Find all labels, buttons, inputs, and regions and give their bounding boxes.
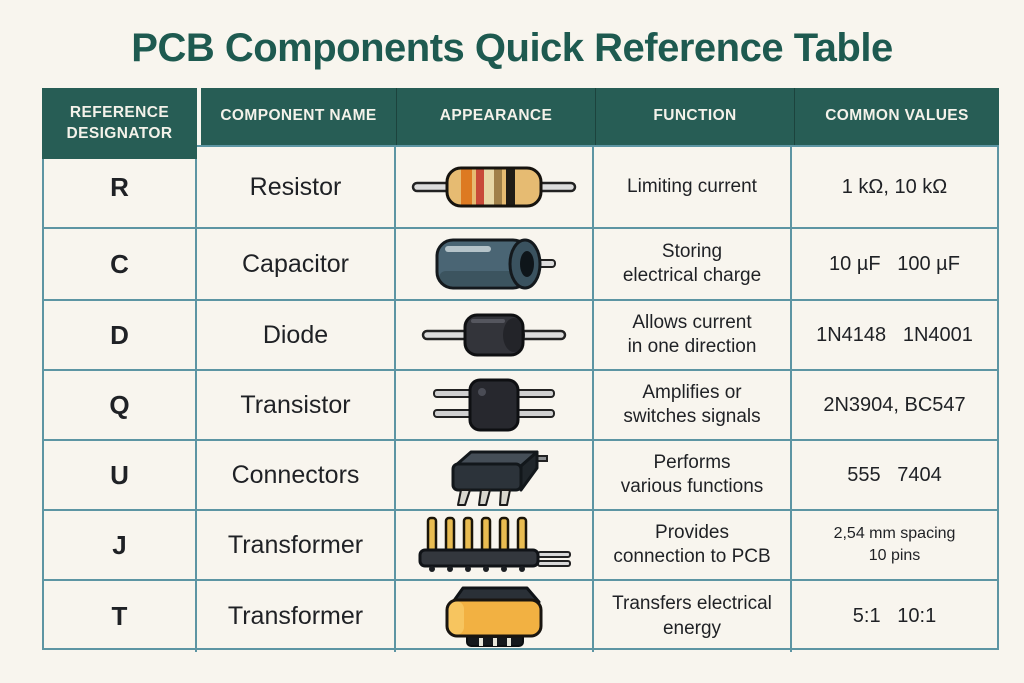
appearance-cell bbox=[396, 371, 594, 439]
table-row-resistor: R Resistor Limiting current 1 kΩ, 10 kΩ bbox=[44, 147, 997, 227]
function-cell: Transfers electrical energy bbox=[594, 581, 792, 652]
table-row-diode: D Diode Allows current in one direction … bbox=[44, 299, 997, 369]
appearance-cell bbox=[396, 147, 594, 227]
function-cell: Provides connection to PCB bbox=[594, 511, 792, 579]
function-cell: Storing electrical charge bbox=[594, 229, 792, 299]
values-cell: 1 kΩ, 10 kΩ bbox=[841, 175, 948, 198]
component-name-cell: Transistor bbox=[197, 371, 396, 439]
header-component-name: COMPONENT NAME bbox=[201, 88, 396, 145]
designator-cell: R bbox=[44, 147, 197, 227]
designator-cell: J bbox=[44, 511, 197, 579]
values-cell: 2N3904, BC547 bbox=[823, 393, 966, 416]
values-cell: 10 µF 100 µF bbox=[829, 252, 960, 275]
values-cell: 1N4148 1N4001 bbox=[816, 323, 973, 346]
header-reference-designator: REFERENCE DESIGNATOR bbox=[42, 88, 197, 159]
page-title: PCB Components Quick Reference Table bbox=[131, 26, 893, 70]
header-common-values: COMMON VALUES bbox=[794, 88, 999, 145]
function-cell: Amplifies or switches signals bbox=[594, 371, 792, 439]
component-name-cell: Transformer bbox=[197, 581, 396, 652]
capacitor-icon bbox=[435, 238, 556, 290]
ic-chip-icon bbox=[451, 450, 548, 506]
function-cell: Limiting current bbox=[594, 147, 792, 227]
function-cell: Performs various functions bbox=[594, 441, 792, 509]
designator-cell: T bbox=[44, 581, 197, 652]
values-cell: 2,54 mm spacing 10 pins bbox=[833, 525, 956, 564]
table-header-band: COMPONENT NAME APPEARANCE FUNCTION COMMO… bbox=[201, 88, 999, 145]
component-name-cell: Transformer bbox=[197, 511, 396, 579]
resistor-icon bbox=[411, 166, 577, 208]
table-row-capacitor: C Capacitor Storing electrical charge 10… bbox=[44, 227, 997, 299]
diode-icon bbox=[421, 313, 567, 357]
values-cell: 555 7404 bbox=[847, 463, 942, 486]
component-name-cell: Connectors bbox=[197, 441, 396, 509]
components-table: R Resistor Limiting current 1 kΩ, 10 kΩ bbox=[42, 145, 999, 652]
pin-header-icon bbox=[418, 516, 571, 572]
designator-cell: D bbox=[44, 301, 197, 369]
table-row-pin-header: J Transformer bbox=[44, 509, 997, 579]
transformer-icon bbox=[445, 586, 543, 647]
appearance-cell bbox=[396, 229, 594, 299]
designator-cell: U bbox=[44, 441, 197, 509]
function-cell: Allows current in one direction bbox=[594, 301, 792, 369]
appearance-cell bbox=[396, 581, 594, 652]
values-cell: 5:1 10:1 bbox=[852, 605, 937, 627]
appearance-cell bbox=[396, 511, 594, 579]
header-appearance: APPEARANCE bbox=[396, 88, 595, 145]
transistor-icon bbox=[433, 378, 555, 432]
header-function: FUNCTION bbox=[595, 88, 794, 145]
component-name-cell: Diode bbox=[197, 301, 396, 369]
table-row-transformer: T Transformer Transfers electrical energ… bbox=[44, 579, 997, 652]
component-name-cell: Capacitor bbox=[197, 229, 396, 299]
component-name-cell: Resistor bbox=[197, 147, 396, 227]
appearance-cell bbox=[396, 301, 594, 369]
table-row-transistor: Q Transistor Amplifies or switches signa… bbox=[44, 369, 997, 439]
table-row-connectors: U Connectors Performs various functions … bbox=[44, 439, 997, 509]
designator-cell: Q bbox=[44, 371, 197, 439]
appearance-cell bbox=[396, 441, 594, 509]
designator-cell: C bbox=[44, 229, 197, 299]
